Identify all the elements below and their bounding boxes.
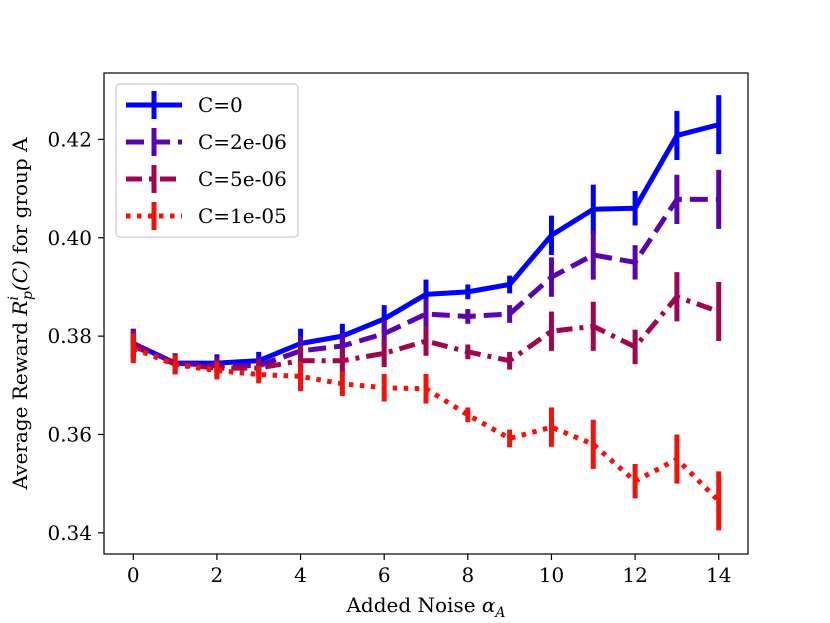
series-3 xyxy=(130,333,722,531)
y-axis-label-argument: (C) xyxy=(8,260,32,291)
plot-area xyxy=(130,95,722,531)
x-tick-label: 0 xyxy=(127,563,140,587)
legend-item-1: C=2e-06 xyxy=(126,128,287,156)
x-axis-label-subscript: A xyxy=(493,605,505,621)
y-tick-label: 0.36 xyxy=(47,422,92,446)
legend-label-1: C=2e-06 xyxy=(198,130,287,154)
legend-label-0: C=0 xyxy=(198,93,243,117)
x-axis-label: Added Noise αA xyxy=(345,593,505,621)
x-axis-label-symbol: α xyxy=(482,593,496,617)
x-tick-label: 6 xyxy=(378,563,391,587)
axes-frame xyxy=(103,72,749,555)
y-tick-label: 0.38 xyxy=(47,324,92,348)
y-axis-label-superscript: i xyxy=(6,296,22,300)
axis-ticks: 0 2 4 6 8 10 12 14 0.34 0.36 0.38 0.40 0.42 xyxy=(47,127,731,587)
y-tick-label: 0.40 xyxy=(47,226,92,250)
legend-box xyxy=(115,83,299,238)
y-tick-label: 0.42 xyxy=(47,127,92,151)
x-axis-label-text: Added Noise xyxy=(345,593,475,617)
series-line-2 xyxy=(132,294,720,371)
y-tick-label: 0.34 xyxy=(47,521,92,545)
x-tick-label: 4 xyxy=(294,563,307,587)
legend-item-0: C=0 xyxy=(126,91,243,119)
legend-label-2: C=5e-06 xyxy=(198,167,287,191)
x-tick-label: 12 xyxy=(622,563,647,587)
x-tick-label: 10 xyxy=(539,563,564,587)
y-axis-label: Average Reward Rip(C) for group A xyxy=(6,137,36,491)
y-axis-label-symbol: R xyxy=(8,301,32,317)
legend: C=0 C=2e-06 C=5e-06 C=1e-05 xyxy=(115,83,299,238)
legend-item-3: C=1e-05 xyxy=(126,202,287,230)
legend-label-3: C=1e-05 xyxy=(198,204,287,228)
y-axis-label-prefix: Average Reward xyxy=(8,316,32,491)
x-tick-label: 14 xyxy=(706,563,731,587)
y-axis-label-suffix: for group A xyxy=(8,137,32,260)
legend-item-2: C=5e-06 xyxy=(126,165,287,193)
y-axis-label-subscript: p xyxy=(20,291,36,300)
x-tick-label: 2 xyxy=(211,563,224,587)
x-tick-label: 8 xyxy=(461,563,474,587)
series-line-1 xyxy=(132,196,719,369)
